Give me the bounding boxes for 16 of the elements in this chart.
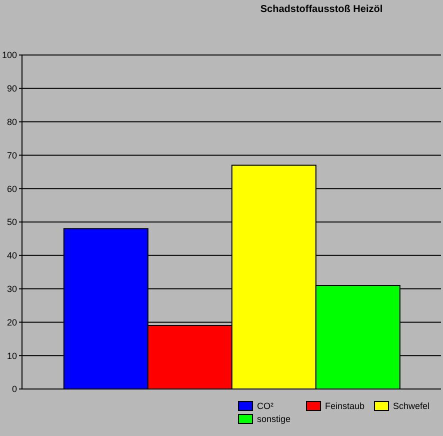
chart-title: Schadstoffausstoß Heizöl (259, 4, 384, 15)
y-tick-label: 90 (6, 84, 17, 94)
y-tick-label: 100 (2, 50, 17, 60)
y-tick-label: 40 (6, 250, 17, 261)
y-tick-label: 60 (6, 184, 17, 194)
y-tick-label: 50 (6, 217, 17, 228)
legend-label: sonstige (257, 414, 291, 424)
legend-label: Schwefel (393, 401, 430, 411)
y-tick-label: 70 (6, 150, 17, 160)
y-tick-label: 30 (6, 284, 17, 294)
y-tick-label: 10 (6, 350, 17, 361)
y-tick-label: 20 (6, 317, 17, 328)
legend-label: CO² (257, 401, 274, 411)
y-tick-label: 80 (6, 116, 17, 127)
y-tick-label: 0 (12, 384, 17, 394)
legend-label: Feinstaub (325, 401, 365, 411)
